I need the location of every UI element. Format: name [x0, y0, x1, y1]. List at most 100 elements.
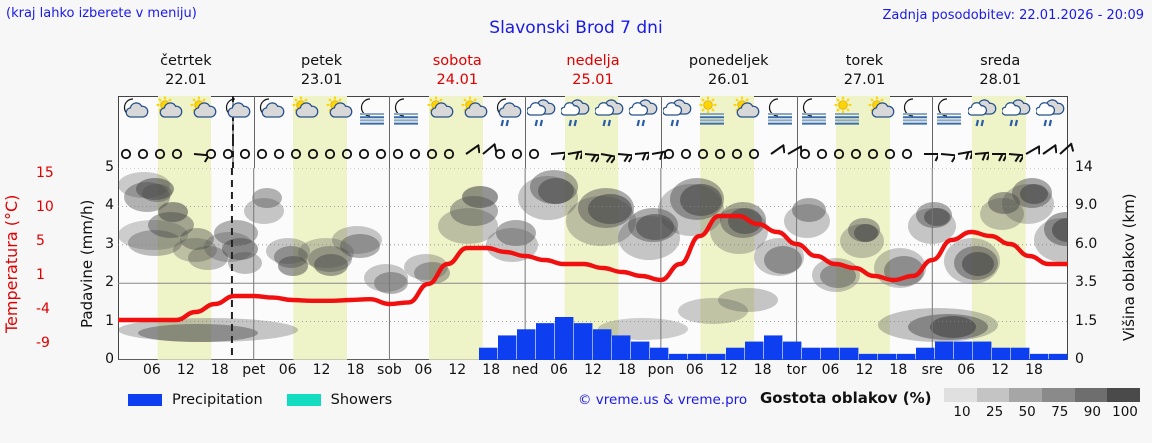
- day-column-torek: torek 27.01: [797, 52, 933, 92]
- moon-fog-icon: [357, 96, 387, 140]
- sun-cloud-icon: [188, 96, 218, 140]
- wind-calm-marker: [401, 140, 429, 168]
- wind-calm-marker: [893, 140, 921, 168]
- wind-barb: [452, 140, 481, 168]
- moon-fog-icon: [934, 96, 964, 140]
- daylight-band: [429, 140, 483, 168]
- day-date: 23.01: [300, 72, 343, 88]
- day-header-row: četrtek 22.01 petek 23.01 sobota 24.01 nedelja…: [118, 52, 1068, 92]
- daylight-band: [700, 140, 755, 168]
- cloud-density-swatch: [944, 388, 977, 402]
- day-column-petek: petek 23.01: [254, 52, 390, 92]
- day-name: četrtek: [160, 53, 212, 69]
- wind-calm-marker: [503, 140, 531, 168]
- time-tick-label: 12: [991, 362, 1010, 378]
- sun-cloud-icon: [731, 96, 761, 140]
- wind-calm-marker: [876, 140, 904, 168]
- wind-calm-marker: [367, 140, 395, 168]
- wind-calm-marker: [299, 140, 327, 168]
- wind-calm-marker: [520, 140, 548, 168]
- showers-swatch: [286, 394, 321, 406]
- time-axis: 06 12 18 pet 06 12 18 sob 06 12 18 ned 06 12 18 pon 06 12…: [118, 362, 1068, 382]
- wind-calm-marker: [197, 140, 225, 168]
- wind-calm-marker: [214, 140, 242, 168]
- weather-icon-row: [118, 96, 1068, 140]
- current-time-marker: [231, 96, 234, 140]
- time-tick-label: 12: [855, 362, 874, 378]
- last-update-text: Zadnja posodobitev: 22.01.2026 - 20:09: [882, 8, 1144, 23]
- precipitation-bars: [479, 316, 1068, 360]
- cloud-density-swatch: [1074, 388, 1108, 402]
- moon-cloud-icon: [222, 96, 252, 140]
- wind-calm-marker: [163, 140, 191, 168]
- day-column-nedelja: nedelja 25.01: [525, 52, 661, 92]
- wind-calm-marker: [723, 140, 751, 168]
- day-divider: [796, 96, 798, 140]
- day-divider: [796, 140, 798, 168]
- temperature-tick: 15: [36, 165, 54, 181]
- cloud-height-tick: 14: [1075, 159, 1093, 175]
- daylight-band: [836, 140, 890, 168]
- wind-barb: [469, 140, 498, 168]
- cloud-rain-icon: [1001, 96, 1032, 140]
- temperature-tick: 10: [36, 199, 54, 215]
- day-divider: [932, 96, 934, 140]
- temperature-tick: 5: [36, 233, 45, 249]
- wind-calm-marker: [655, 140, 683, 168]
- day-date: 22.01: [165, 72, 207, 88]
- wind-calm-marker: [384, 140, 412, 168]
- wind-calm-marker: [435, 140, 463, 168]
- time-tick-label: 12: [312, 362, 331, 378]
- cloud-rain-icon: [560, 96, 591, 140]
- cloud-rain-icon: [662, 96, 693, 140]
- cloud-height-tick: 3.5: [1075, 274, 1098, 291]
- day-name: nedelja: [566, 53, 620, 69]
- precipitation-swatch: [128, 394, 162, 406]
- moon-cloud-icon: [256, 96, 286, 140]
- cloud-height-tick: 9.0: [1075, 197, 1098, 214]
- wind-calm-marker: [333, 140, 361, 168]
- wind-barb: [1046, 140, 1074, 168]
- day-divider: [389, 96, 391, 140]
- time-tick-label: tor: [786, 362, 807, 378]
- precipitation-axis-title: Padavine (mm/h): [78, 199, 96, 329]
- wind-calm-marker: [265, 140, 293, 168]
- day-column-ponedeljek: ponedeljek 26.01: [661, 52, 797, 92]
- temperature-tick: -9: [36, 335, 50, 351]
- cloud-density-tick-label: 100: [1112, 404, 1138, 420]
- precipitation-tick: 3: [105, 235, 114, 252]
- cloud-density-tick-label: 50: [1018, 404, 1036, 420]
- sun-cloud-icon: [290, 96, 320, 140]
- time-tick-label: 06: [550, 362, 568, 378]
- day-divider: [389, 140, 391, 168]
- sun-cloud-icon: [866, 96, 896, 140]
- time-tick-label: 12: [584, 362, 602, 378]
- day-date: 28.01: [979, 72, 1021, 88]
- time-tick-label: 06: [278, 362, 297, 378]
- moon-cloud-rain-icon: [493, 96, 523, 140]
- temperature-tick: -4: [36, 301, 50, 317]
- precipitation-tick: 2: [105, 274, 114, 291]
- wind-calm-marker: [282, 140, 310, 168]
- time-tick-label: pon: [647, 362, 675, 378]
- menu-note: (kraj lahko izberete v meniju): [6, 6, 197, 21]
- day-divider: [253, 140, 255, 168]
- copyright-text[interactable]: © vreme.us & vreme.pro: [578, 392, 748, 408]
- sun-fog-icon: [832, 96, 862, 140]
- temperature-tick: 1: [36, 267, 45, 283]
- day-name: sreda: [980, 53, 1021, 69]
- day-column-sreda: sreda 28.01: [932, 52, 1068, 92]
- wind-barb: [1012, 140, 1041, 168]
- wind-calm-marker: [791, 140, 819, 168]
- time-tick-label: pet: [242, 362, 266, 378]
- daylight-band: [157, 168, 212, 360]
- day-date: 25.01: [572, 72, 614, 88]
- cloud-density-swatch: [1009, 388, 1043, 402]
- sun-fog-icon: [697, 96, 727, 140]
- cloud-density-scale-labels: 10 25 50 75 90 100: [938, 404, 1146, 420]
- day-name: torek: [845, 53, 884, 69]
- precipitation-tick: 1: [105, 312, 114, 329]
- chart-svg: -4-1-259138210173116: [118, 168, 1068, 360]
- time-tick-label: 18: [753, 362, 772, 378]
- day-divider: [525, 140, 527, 168]
